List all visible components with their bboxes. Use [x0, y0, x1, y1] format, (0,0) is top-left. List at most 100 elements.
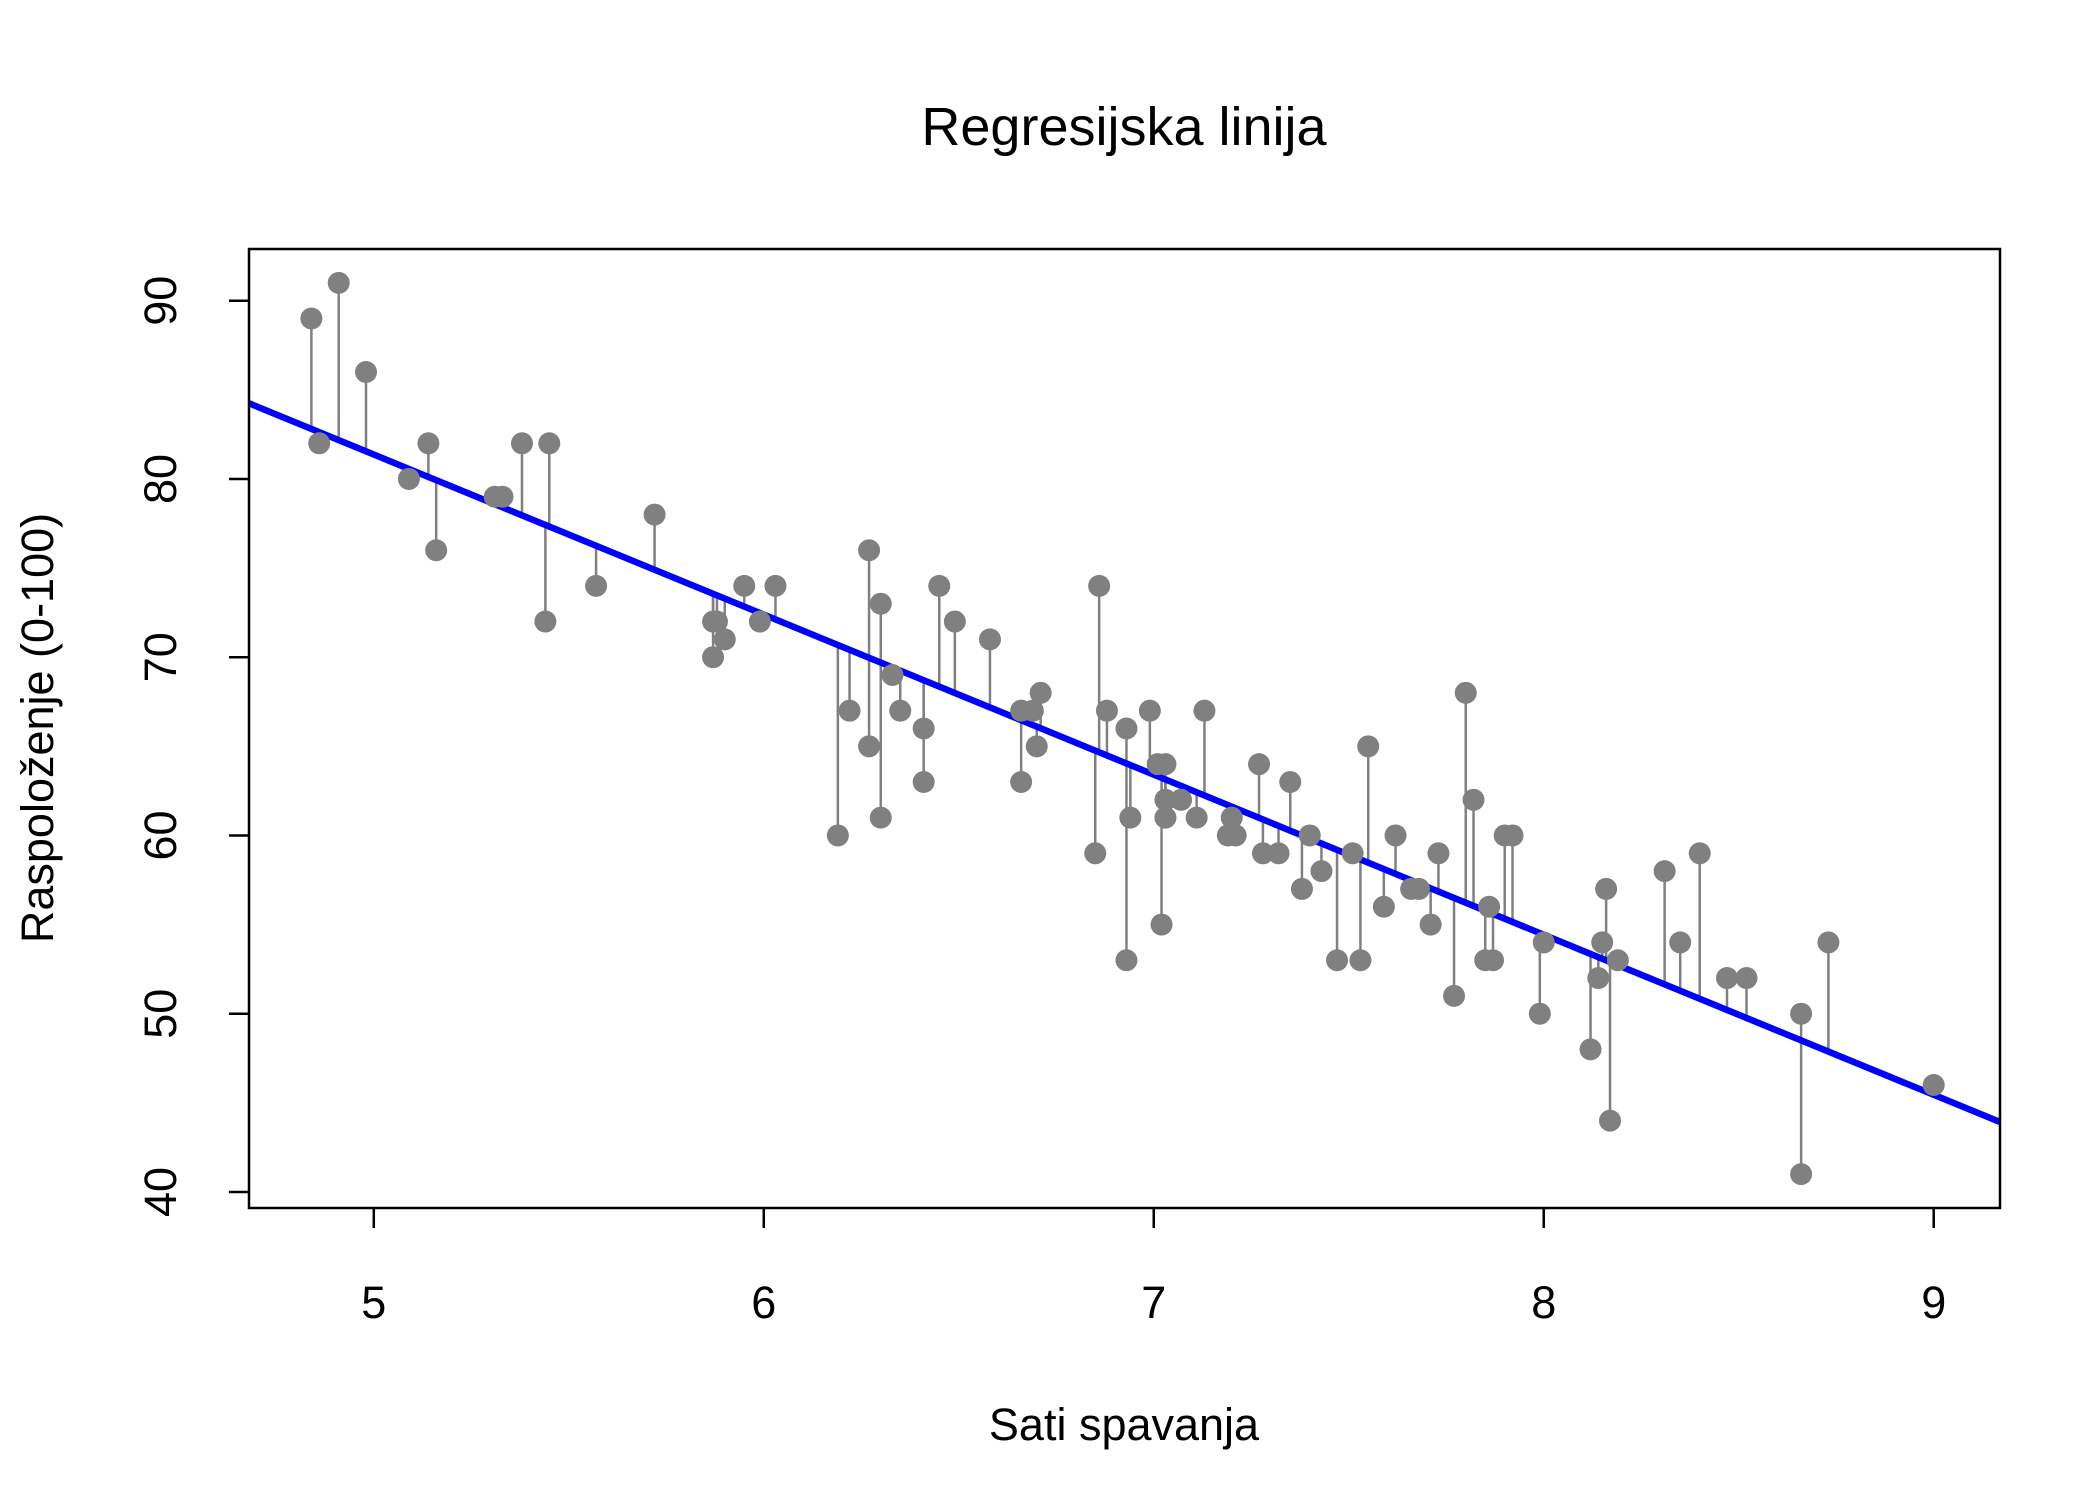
- data-point-89: [1606, 949, 1629, 972]
- data-point-59: [1267, 842, 1290, 865]
- data-point-76: [1462, 788, 1485, 811]
- data-point-45: [1138, 699, 1161, 722]
- data-point-26: [869, 806, 892, 829]
- data-point-23: [858, 539, 881, 562]
- data-point-56: [1224, 824, 1247, 847]
- data-point-55: [1220, 806, 1243, 829]
- data-point-9: [510, 432, 533, 455]
- data-point-16: [705, 610, 728, 633]
- data-point-62: [1298, 824, 1321, 847]
- data-point-96: [1790, 1163, 1813, 1186]
- regression-line: [247, 400, 2002, 1126]
- data-point-85: [1587, 967, 1610, 990]
- data-point-53: [1193, 699, 1216, 722]
- x-axis-label: Sati spavanja: [989, 1399, 1260, 1450]
- data-point-25: [869, 592, 892, 615]
- data-point-74: [1443, 984, 1466, 1007]
- data-point-60: [1279, 770, 1302, 793]
- y-axis: 40 50 60 70 80 90: [135, 276, 249, 1217]
- data-point-78: [1478, 895, 1501, 918]
- data-point-1: [308, 432, 331, 455]
- data-point-50: [1154, 806, 1177, 829]
- data-point-97: [1817, 931, 1840, 954]
- data-point-24: [858, 735, 881, 758]
- data-point-61: [1290, 877, 1313, 900]
- data-point-6: [425, 539, 448, 562]
- data-point-49: [1154, 788, 1177, 811]
- data-point-51: [1170, 788, 1193, 811]
- data-point-95: [1790, 1002, 1813, 1025]
- x-tick-label-9: 9: [1921, 1277, 1946, 1328]
- data-point-17: [713, 628, 736, 651]
- data-point-69: [1384, 824, 1407, 847]
- data-point-82: [1528, 1002, 1551, 1025]
- x-tick-label-7: 7: [1141, 1277, 1166, 1328]
- data-point-22: [838, 699, 861, 722]
- data-point-12: [585, 574, 608, 597]
- data-point-19: [748, 610, 771, 633]
- data-point-68: [1372, 895, 1395, 918]
- data-point-72: [1419, 913, 1442, 936]
- x-tick-label-6: 6: [751, 1277, 776, 1328]
- data-point-44: [1119, 806, 1142, 829]
- data-point-84: [1579, 1038, 1602, 1061]
- data-point-92: [1688, 842, 1711, 865]
- data-point-79: [1482, 949, 1505, 972]
- data-point-38: [1029, 681, 1052, 704]
- data-point-65: [1341, 842, 1364, 865]
- data-point-33: [978, 628, 1001, 651]
- data-points: [300, 271, 1945, 1186]
- chart-title: Regresijska linija: [921, 97, 1327, 157]
- data-point-75: [1454, 681, 1477, 704]
- data-point-2: [327, 271, 350, 294]
- data-point-15: [702, 646, 725, 669]
- data-point-31: [928, 574, 951, 597]
- x-tick-label-5: 5: [361, 1277, 386, 1328]
- x-tick-label-8: 8: [1531, 1277, 1556, 1328]
- data-point-13: [643, 503, 666, 526]
- data-point-91: [1669, 931, 1692, 954]
- data-point-64: [1326, 949, 1349, 972]
- data-point-28: [889, 699, 912, 722]
- data-point-27: [881, 664, 904, 687]
- data-point-94: [1735, 967, 1758, 990]
- data-point-71: [1407, 877, 1430, 900]
- data-point-58: [1251, 842, 1274, 865]
- y-axis-label: Raspoloženje (0-100): [12, 513, 63, 943]
- data-point-3: [354, 360, 377, 383]
- data-point-10: [534, 610, 557, 633]
- data-point-43: [1115, 949, 1138, 972]
- plot-frame: [247, 247, 2002, 1210]
- data-point-32: [943, 610, 966, 633]
- data-point-30: [912, 770, 935, 793]
- data-point-88: [1599, 1109, 1622, 1132]
- y-tick-label-90: 90: [135, 276, 186, 326]
- data-point-93: [1716, 967, 1739, 990]
- data-point-90: [1653, 860, 1676, 883]
- data-point-29: [912, 717, 935, 740]
- data-point-40: [1088, 574, 1111, 597]
- data-point-41: [1095, 699, 1118, 722]
- data-point-36: [1021, 699, 1044, 722]
- data-point-0: [300, 307, 323, 330]
- data-point-48: [1154, 753, 1177, 776]
- data-point-37: [1025, 735, 1048, 758]
- data-point-11: [538, 432, 561, 455]
- data-point-42: [1115, 717, 1138, 740]
- data-point-83: [1532, 931, 1555, 954]
- x-axis: 5 6 7 8 9: [361, 1208, 1946, 1328]
- data-point-66: [1349, 949, 1372, 972]
- data-point-87: [1595, 877, 1618, 900]
- data-point-67: [1357, 735, 1380, 758]
- data-point-5: [417, 432, 440, 455]
- data-point-21: [826, 824, 849, 847]
- data-point-81: [1501, 824, 1524, 847]
- data-point-86: [1591, 931, 1614, 954]
- data-point-52: [1185, 806, 1208, 829]
- data-point-4: [397, 467, 420, 490]
- data-point-57: [1248, 753, 1271, 776]
- data-point-18: [733, 574, 756, 597]
- y-tick-label-70: 70: [135, 632, 186, 682]
- data-point-39: [1084, 842, 1107, 865]
